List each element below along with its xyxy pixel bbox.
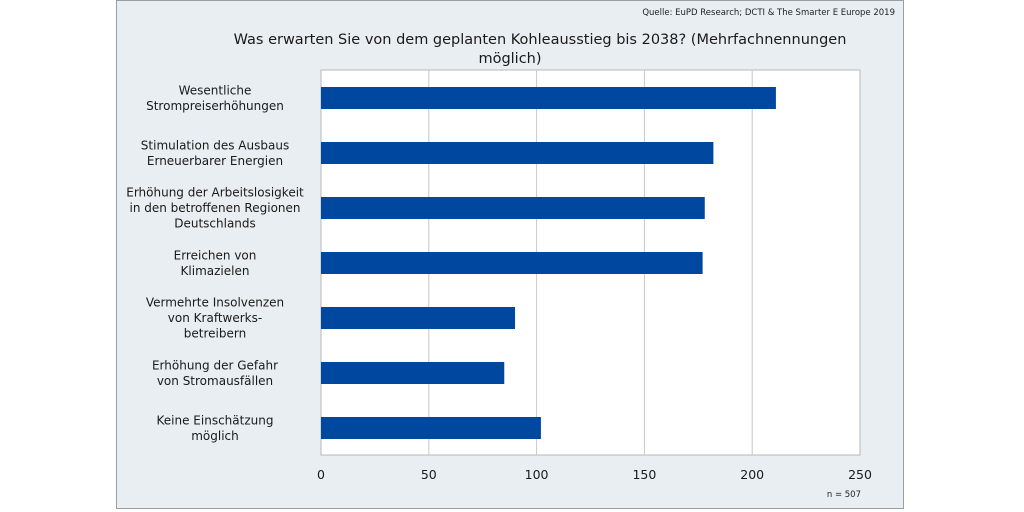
x-tick-label: 150 <box>632 467 656 482</box>
sample-size-label: n = 507 <box>826 490 861 500</box>
category-label-line: Erneuerbarer Energien <box>147 154 283 168</box>
chart-title-line-1: Was erwarten Sie von dem geplanten Kohle… <box>233 32 847 48</box>
category-label-line: Stimulation des Ausbaus <box>141 138 289 152</box>
x-tick-label: 0 <box>317 467 325 482</box>
category-label: Wesentliche Strompreiserhöhungen <box>146 83 284 113</box>
category-label-line: Erhöhung der Arbeitslosigkeit <box>126 186 304 200</box>
x-tick-label: 200 <box>740 467 764 482</box>
x-tick-label: 50 <box>421 467 437 482</box>
category-label: Erhöhung der Gefahr von Stromausfällen <box>152 358 278 388</box>
bar <box>321 417 541 439</box>
category-label-line: Keine Einschätzung <box>157 413 274 427</box>
chart-title: Was erwarten Sie von dem geplanten Kohle… <box>117 31 903 69</box>
category-label-line: betreibern <box>184 327 246 341</box>
category-label-line: möglich <box>191 429 239 443</box>
category-label-line: Erreichen von <box>174 248 257 262</box>
bar <box>321 197 705 219</box>
category-label: Keine Einschätzung möglich <box>157 413 274 443</box>
category-label-line: von Stromausfällen <box>157 374 273 388</box>
x-tick-label: 250 <box>848 467 872 482</box>
x-tick-label: 100 <box>525 467 549 482</box>
bar <box>321 307 516 329</box>
bar <box>321 252 703 274</box>
category-label-line: Strompreiserhöhungen <box>146 99 284 113</box>
category-labels: Wesentliche Strompreiserhöhungen Stimulati… <box>126 83 304 443</box>
category-label-line: Vermehrte Insolvenzen <box>146 296 284 310</box>
category-label: Erreichen von Klimazielen <box>174 248 257 278</box>
bar <box>321 87 776 109</box>
category-label-line: in den betroffenen Regionen <box>129 201 300 215</box>
source-note: Quelle: EuPD Research; DCTI & The Smarte… <box>642 8 895 18</box>
category-label-line: Erhöhung der Gefahr <box>152 358 278 372</box>
category-label-line: Deutschlands <box>174 217 256 231</box>
category-label: Stimulation des Ausbaus Erneuerbarer Ener… <box>141 138 289 168</box>
chart-title-line-2: möglich) <box>478 51 542 67</box>
bar <box>321 142 714 164</box>
category-label: Vermehrte Insolvenzen von Kraftwerks-betr… <box>146 296 284 341</box>
category-label-line: von Kraftwerks- <box>168 311 262 325</box>
x-tick-labels: 0 50 100 150 200 250 <box>317 467 872 482</box>
category-label-line: Klimazielen <box>181 264 250 278</box>
category-label: Erhöhung der Arbeitslosigkeit in den betr… <box>126 186 304 231</box>
bar <box>321 362 505 384</box>
category-label-line: Wesentliche <box>179 83 252 97</box>
bars <box>321 87 776 439</box>
